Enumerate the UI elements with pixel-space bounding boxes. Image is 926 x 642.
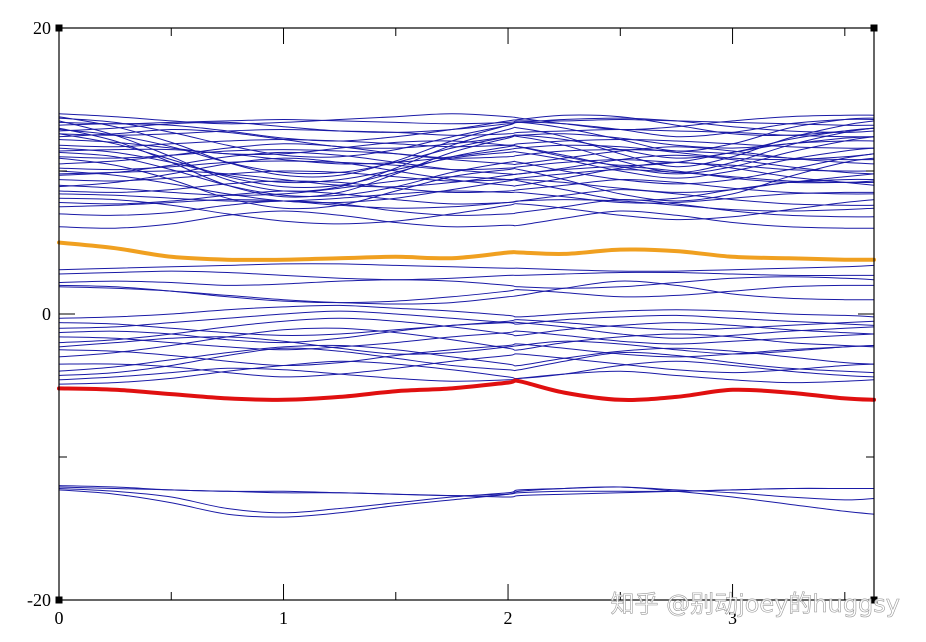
band-line bbox=[58, 157, 875, 210]
band-line bbox=[58, 127, 875, 198]
band-line bbox=[58, 157, 875, 188]
band-lines bbox=[58, 113, 875, 518]
band-line bbox=[58, 353, 875, 378]
watermark-text: 知乎 @别动joey的huggsy bbox=[610, 590, 900, 618]
band-line bbox=[58, 347, 875, 376]
band-line bbox=[58, 114, 875, 142]
y-tick-label: 20 bbox=[33, 18, 51, 38]
band-line bbox=[58, 486, 874, 497]
x-tick-label: 2 bbox=[504, 608, 513, 628]
band-line bbox=[58, 280, 875, 305]
band-line bbox=[58, 197, 875, 225]
band-line bbox=[58, 170, 875, 204]
band-line bbox=[58, 127, 875, 175]
band-line bbox=[58, 330, 875, 351]
band-line bbox=[58, 144, 875, 165]
y-tick-label: -20 bbox=[27, 590, 51, 610]
band-line bbox=[58, 304, 875, 319]
y-tick-label: 0 bbox=[42, 304, 51, 324]
highlighted-band-lines bbox=[57, 240, 876, 402]
band-line bbox=[58, 486, 875, 514]
band-line bbox=[58, 336, 875, 355]
band-line bbox=[58, 151, 875, 176]
band-line bbox=[58, 486, 875, 518]
band-line bbox=[58, 284, 875, 304]
band-line bbox=[58, 360, 875, 385]
band-line bbox=[58, 113, 875, 131]
highlighted-band-upper bbox=[57, 240, 876, 262]
band-line bbox=[58, 159, 875, 172]
x-tick-label: 3 bbox=[728, 608, 737, 628]
band-line bbox=[58, 151, 875, 197]
band-line bbox=[58, 367, 875, 384]
band-line bbox=[58, 117, 875, 158]
band-line bbox=[58, 117, 875, 133]
corner-marker bbox=[55, 596, 63, 604]
x-tick-label: 1 bbox=[279, 608, 288, 628]
band-line bbox=[58, 319, 875, 336]
band-line bbox=[58, 317, 875, 344]
band-line bbox=[58, 147, 875, 184]
band-line bbox=[58, 128, 875, 138]
band-line bbox=[58, 276, 875, 289]
frame-corner-markers bbox=[55, 24, 878, 604]
band-line bbox=[58, 190, 875, 204]
highlighted-band-lower bbox=[57, 378, 876, 402]
axis-ticks bbox=[58, 27, 874, 601]
band-line bbox=[58, 321, 875, 344]
band-line bbox=[58, 210, 875, 229]
band-line bbox=[58, 118, 875, 126]
corner-marker bbox=[870, 24, 878, 32]
corner-marker bbox=[55, 24, 63, 32]
band-line bbox=[58, 327, 875, 358]
band-line bbox=[58, 143, 875, 165]
x-tick-label: 0 bbox=[55, 608, 64, 628]
band-line bbox=[58, 199, 875, 218]
band-line bbox=[58, 263, 875, 272]
corner-marker bbox=[870, 596, 878, 604]
band-line bbox=[58, 270, 874, 281]
band-line bbox=[58, 343, 875, 367]
band-line bbox=[58, 166, 875, 188]
band-line bbox=[58, 120, 875, 192]
